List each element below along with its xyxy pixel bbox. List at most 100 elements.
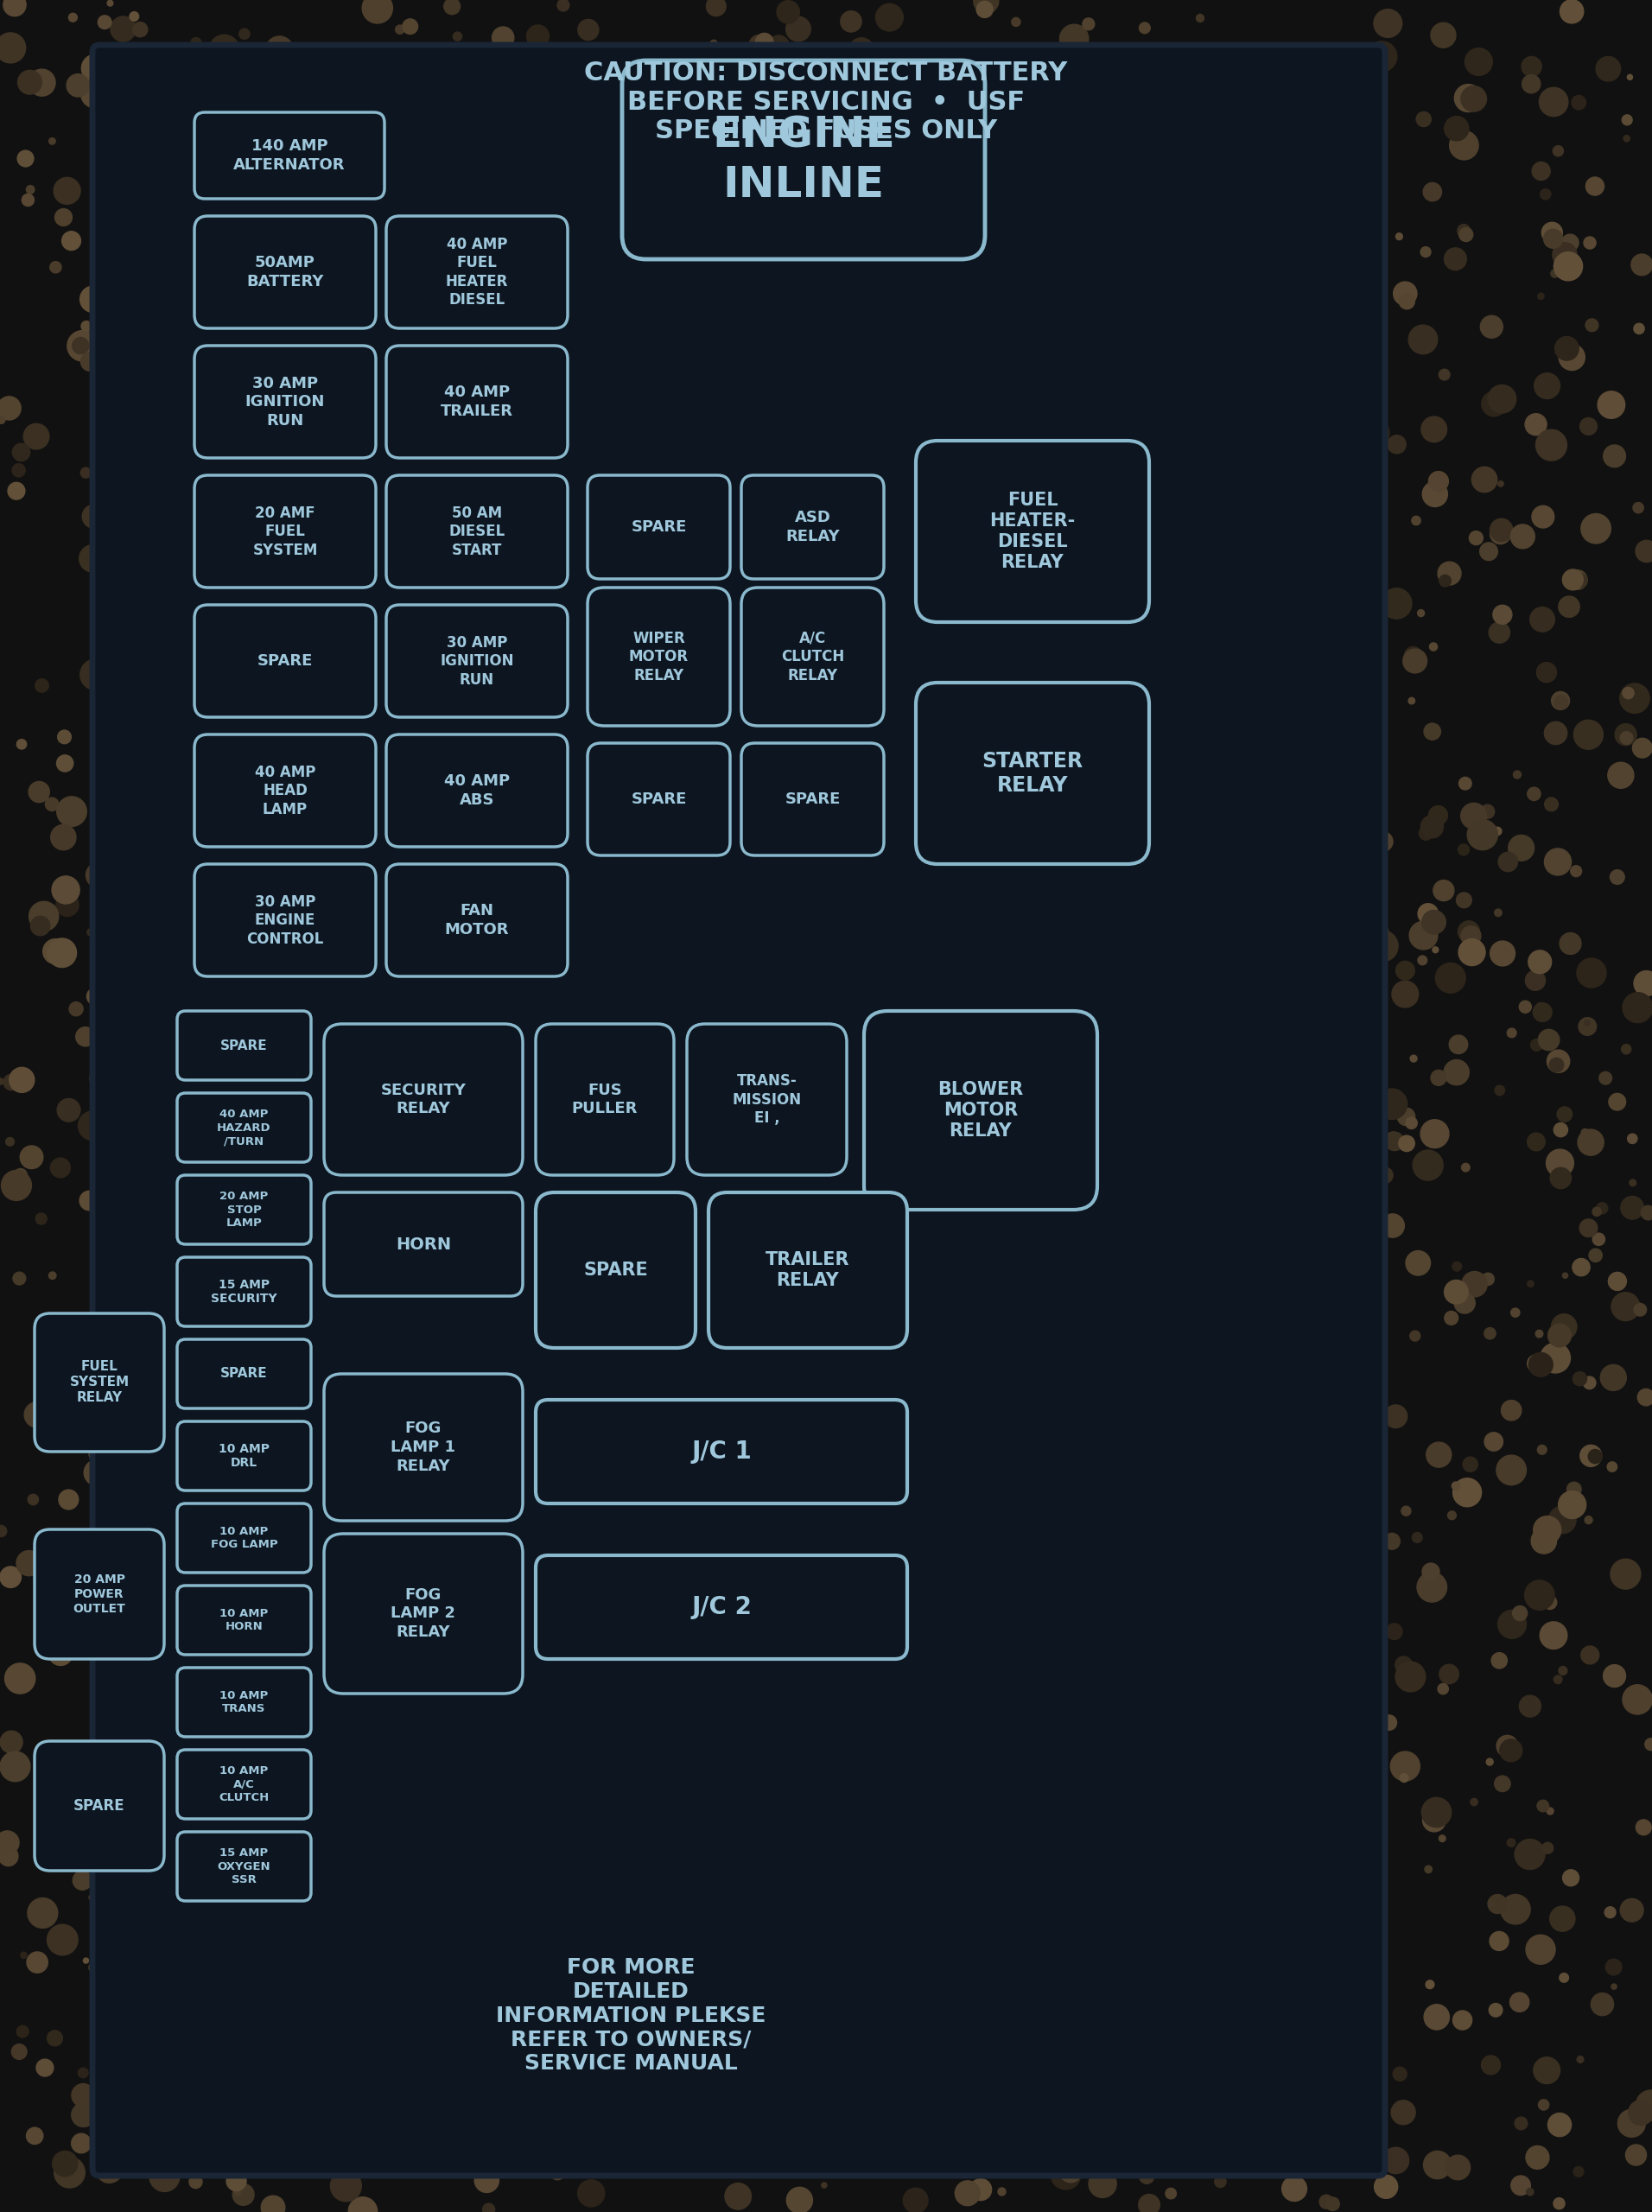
Circle shape	[1559, 933, 1581, 953]
Circle shape	[1356, 511, 1378, 531]
Circle shape	[1104, 380, 1120, 396]
Circle shape	[180, 577, 192, 591]
Circle shape	[603, 2079, 611, 2088]
Circle shape	[714, 1590, 733, 1610]
Circle shape	[411, 1498, 420, 1506]
Circle shape	[1135, 2066, 1153, 2084]
Circle shape	[114, 325, 126, 336]
Circle shape	[1196, 13, 1204, 22]
Circle shape	[1622, 993, 1652, 1022]
Circle shape	[79, 1369, 109, 1400]
Circle shape	[413, 1121, 428, 1139]
Circle shape	[137, 1356, 144, 1363]
Circle shape	[861, 1949, 869, 1958]
Circle shape	[623, 1865, 644, 1887]
Circle shape	[501, 1807, 507, 1814]
Circle shape	[258, 199, 276, 217]
Circle shape	[28, 1898, 58, 1929]
Circle shape	[111, 15, 135, 42]
Circle shape	[616, 993, 623, 1000]
Circle shape	[750, 1064, 755, 1068]
Circle shape	[165, 1252, 177, 1263]
Circle shape	[836, 867, 852, 885]
Text: SPARE: SPARE	[220, 1040, 268, 1053]
Circle shape	[899, 69, 905, 75]
Circle shape	[1558, 1106, 1573, 1121]
Circle shape	[476, 124, 502, 150]
Circle shape	[216, 810, 225, 818]
Circle shape	[735, 1469, 752, 1484]
Circle shape	[1218, 1750, 1247, 1778]
Circle shape	[236, 1482, 259, 1506]
Circle shape	[385, 195, 401, 210]
Circle shape	[182, 1924, 205, 1947]
Circle shape	[1530, 606, 1555, 633]
Circle shape	[672, 44, 682, 53]
Circle shape	[1085, 1847, 1092, 1856]
Circle shape	[970, 867, 993, 889]
Circle shape	[30, 902, 58, 931]
Circle shape	[56, 754, 73, 772]
Circle shape	[139, 2081, 145, 2090]
Circle shape	[1262, 1723, 1282, 1745]
Circle shape	[1495, 909, 1502, 916]
Circle shape	[823, 511, 841, 529]
Circle shape	[1336, 133, 1355, 150]
Circle shape	[240, 878, 263, 900]
Circle shape	[56, 894, 79, 916]
Circle shape	[912, 1433, 932, 1453]
Circle shape	[0, 1526, 7, 1537]
Circle shape	[1573, 1259, 1589, 1276]
Circle shape	[1417, 1573, 1447, 1601]
Circle shape	[109, 403, 134, 427]
Circle shape	[600, 1708, 610, 1719]
Circle shape	[947, 234, 966, 257]
Circle shape	[636, 1150, 664, 1179]
Circle shape	[755, 33, 773, 51]
Circle shape	[1199, 482, 1208, 491]
Circle shape	[920, 1407, 943, 1429]
Circle shape	[932, 418, 958, 442]
Circle shape	[743, 387, 773, 418]
Circle shape	[634, 529, 662, 557]
Circle shape	[1584, 237, 1596, 250]
Circle shape	[961, 285, 973, 296]
Circle shape	[2, 1170, 31, 1201]
Circle shape	[0, 1077, 3, 1084]
Circle shape	[947, 84, 965, 102]
Circle shape	[814, 1002, 824, 1013]
Circle shape	[269, 1783, 286, 1801]
Circle shape	[801, 1911, 813, 1924]
Circle shape	[1303, 1599, 1327, 1621]
Circle shape	[999, 1672, 1014, 1688]
Circle shape	[319, 1734, 342, 1756]
Circle shape	[1158, 376, 1184, 403]
Circle shape	[482, 2203, 496, 2212]
Circle shape	[428, 1210, 448, 1230]
Circle shape	[1611, 1984, 1617, 1989]
Circle shape	[1066, 1944, 1085, 1964]
Circle shape	[325, 1121, 354, 1148]
Circle shape	[5, 1663, 35, 1694]
Circle shape	[121, 122, 145, 146]
Circle shape	[1201, 1194, 1232, 1225]
Circle shape	[1465, 49, 1492, 75]
Circle shape	[1176, 1562, 1204, 1590]
Circle shape	[1396, 962, 1414, 980]
Circle shape	[1260, 1750, 1274, 1763]
Circle shape	[23, 425, 50, 449]
Circle shape	[264, 1798, 276, 1809]
Text: 30 AMP
IGNITION
RUN: 30 AMP IGNITION RUN	[439, 635, 514, 688]
Circle shape	[104, 122, 124, 139]
Circle shape	[294, 701, 304, 710]
Circle shape	[1553, 2199, 1564, 2210]
Circle shape	[940, 907, 950, 916]
Circle shape	[1138, 2194, 1160, 2212]
Circle shape	[1059, 2161, 1082, 2183]
Circle shape	[686, 792, 700, 807]
Circle shape	[881, 170, 895, 184]
Circle shape	[796, 495, 819, 520]
Circle shape	[578, 1360, 593, 1376]
FancyBboxPatch shape	[387, 734, 568, 847]
Circle shape	[131, 872, 142, 883]
